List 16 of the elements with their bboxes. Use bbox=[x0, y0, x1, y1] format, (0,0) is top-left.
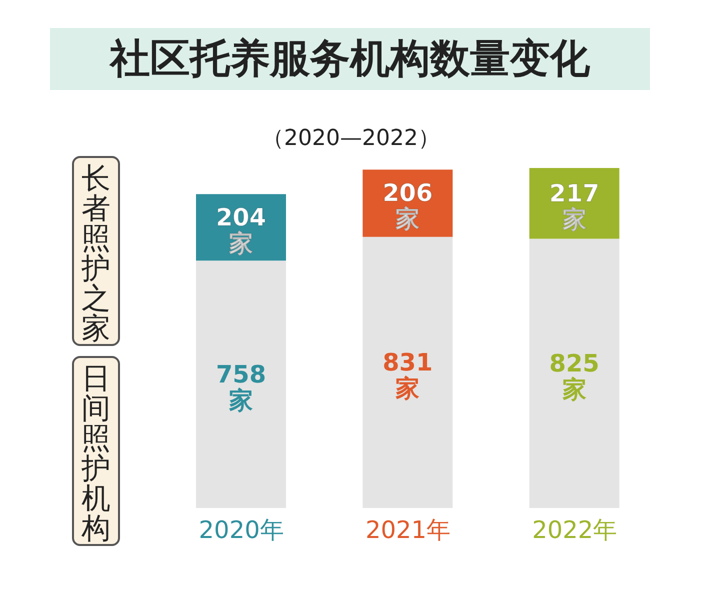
data-label: 204 家 bbox=[216, 203, 266, 258]
x-tick-label: 2022年 bbox=[532, 516, 618, 544]
text: 日间照护机构 bbox=[80, 361, 112, 545]
chart-subtitle: （2020—2022） bbox=[261, 125, 441, 153]
bar bbox=[529, 238, 620, 508]
data-label: 831 家 bbox=[382, 348, 433, 402]
data-label: 206 家 bbox=[382, 179, 433, 234]
bar bbox=[362, 236, 453, 508]
data-label: 758 家 bbox=[216, 360, 266, 414]
text: 长者照护之家 bbox=[80, 161, 112, 345]
data-label: 825 家 bbox=[549, 349, 600, 404]
chart-title: 社区托养服务机构数量变化 bbox=[50, 28, 650, 90]
bar bbox=[196, 260, 286, 508]
x-tick-label: 2021年 bbox=[365, 516, 451, 544]
x-tick-label: 2020年 bbox=[198, 516, 284, 544]
data-label: 217 家 bbox=[549, 179, 600, 234]
